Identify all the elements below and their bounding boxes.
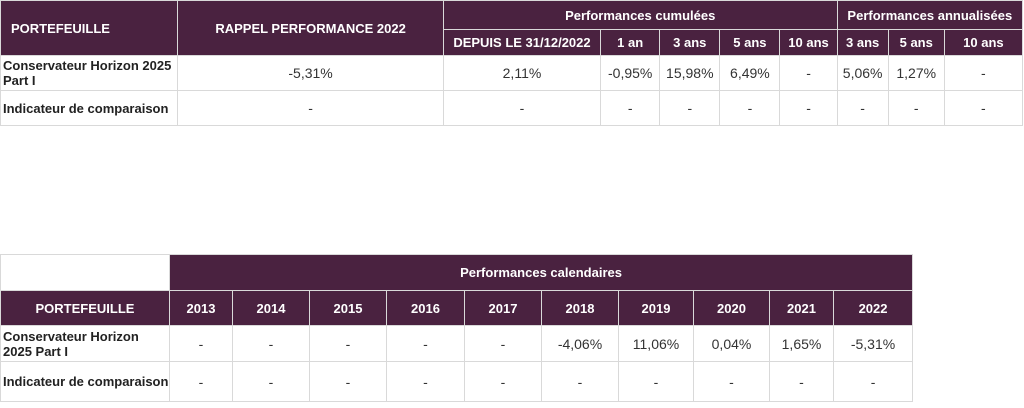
year-header: 2015 <box>309 290 387 326</box>
cell: - <box>169 361 233 402</box>
cell: - <box>177 90 444 126</box>
col-header: 3 ans <box>836 29 889 56</box>
cell: - <box>169 325 233 362</box>
row-label: Conservateur Horizon 2025 Part I <box>0 325 170 362</box>
cell: - <box>693 361 770 402</box>
cell: - <box>779 90 838 126</box>
cell: 1,27% <box>887 55 945 91</box>
cumulative-performance-table: PORTEFEUILLE RAPPEL PERFORMANCE 2022 Per… <box>0 0 1024 126</box>
col-header: DEPUIS LE 31/12/2022 <box>442 29 602 56</box>
cumul-group-header: Performances cumulées <box>442 0 838 30</box>
year-header: 2022 <box>832 290 914 326</box>
row-label: Conservateur Horizon 2025 Part I <box>0 55 179 91</box>
table-row: Indicateur de comparaison - - - - - - - … <box>0 361 914 402</box>
col-header: 1 an <box>600 29 661 56</box>
cell: - <box>832 361 914 402</box>
cell: - <box>943 90 1024 126</box>
year-header: 2014 <box>232 290 310 326</box>
calendar-performance-table: Performances calendaires PORTEFEUILLE 20… <box>0 254 914 402</box>
cell: - <box>769 361 834 402</box>
row-label: Indicateur de comparaison <box>0 90 179 126</box>
table-row: Indicateur de comparaison - - - - - - - … <box>0 90 1024 126</box>
portefeuille-header: PORTEFEUILLE <box>0 0 179 56</box>
cell: - <box>309 361 387 402</box>
cell: 6,49% <box>719 55 781 91</box>
cell: 5,06% <box>836 55 889 91</box>
cell: 11,06% <box>618 325 694 362</box>
cell: - <box>659 90 721 126</box>
col-header: 5 ans <box>719 29 781 56</box>
row-label: Indicateur de comparaison <box>0 361 170 402</box>
cell: - <box>943 55 1024 91</box>
cell: - <box>887 90 945 126</box>
calendar-group-header: Performances calendaires <box>168 254 914 291</box>
col-header: 10 ans <box>779 29 838 56</box>
blank-cell <box>0 254 170 291</box>
cell: - <box>386 325 465 362</box>
cell: - <box>464 361 542 402</box>
cell: -4,06% <box>541 325 619 362</box>
cell: -5,31% <box>832 325 914 362</box>
portefeuille-header: PORTEFEUILLE <box>0 290 170 326</box>
cell: 2,11% <box>442 55 602 91</box>
cell: - <box>442 90 602 126</box>
cell: - <box>464 325 542 362</box>
cell: - <box>232 361 310 402</box>
annual-group-header: Performances annualisées <box>836 0 1024 30</box>
year-header: 2020 <box>693 290 770 326</box>
col-header: 10 ans <box>943 29 1024 56</box>
table-row: Conservateur Horizon 2025 Part I - - - -… <box>0 325 914 362</box>
year-header: 2017 <box>464 290 542 326</box>
cell: - <box>719 90 781 126</box>
cell: -5,31% <box>177 55 444 91</box>
cell: 1,65% <box>769 325 834 362</box>
rappel-header: RAPPEL PERFORMANCE 2022 <box>177 0 444 56</box>
cell: - <box>232 325 310 362</box>
year-header: 2018 <box>541 290 619 326</box>
cell: - <box>618 361 694 402</box>
cell: - <box>600 90 661 126</box>
cell: - <box>836 90 889 126</box>
year-header: 2019 <box>618 290 694 326</box>
col-header: 5 ans <box>887 29 945 56</box>
table-row: Conservateur Horizon 2025 Part I -5,31% … <box>0 55 1024 91</box>
cell: - <box>309 325 387 362</box>
cell: - <box>541 361 619 402</box>
year-header: 2013 <box>169 290 233 326</box>
cell: 15,98% <box>659 55 721 91</box>
cell: -0,95% <box>600 55 661 91</box>
col-header: 3 ans <box>659 29 721 56</box>
cell: 0,04% <box>693 325 770 362</box>
year-header: 2016 <box>386 290 465 326</box>
year-header: 2021 <box>769 290 834 326</box>
cell: - <box>386 361 465 402</box>
cell: - <box>779 55 838 91</box>
